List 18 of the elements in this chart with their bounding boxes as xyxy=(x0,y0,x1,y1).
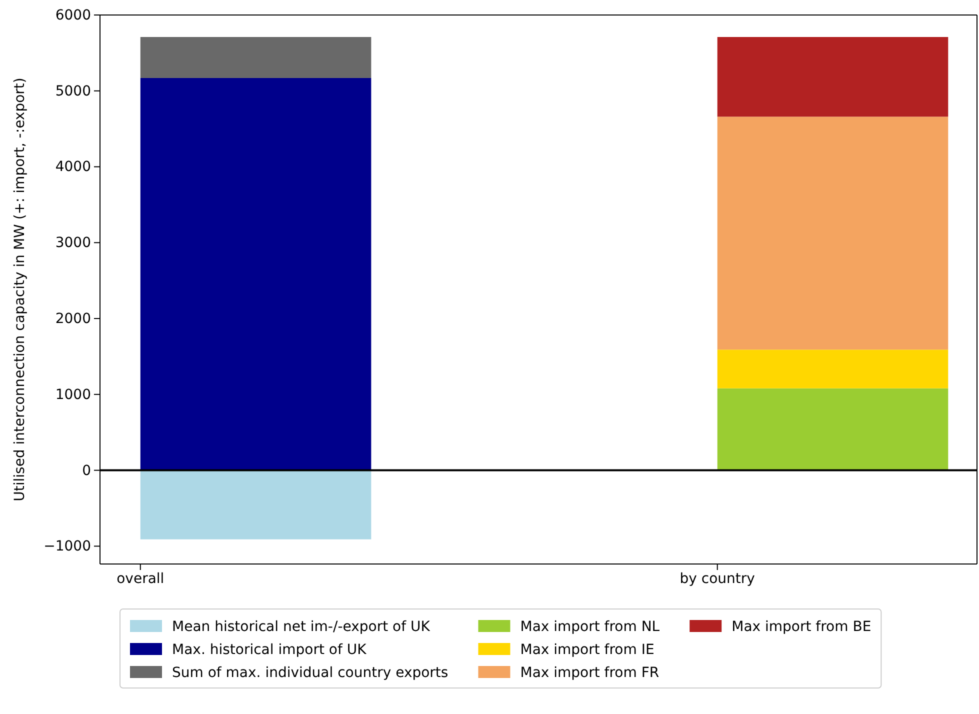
y-tick-label: 3000 xyxy=(55,235,91,252)
x-tick-label: overall xyxy=(116,570,164,587)
y-tick-label: 1000 xyxy=(55,386,91,403)
y-axis-title: Utilised interconnection capacity in MW (+: import, -:export) xyxy=(12,78,28,502)
y-tick-label: 4000 xyxy=(55,159,91,176)
y-tick-label: 2000 xyxy=(55,311,91,328)
legend-label: Max import from FR xyxy=(520,665,660,681)
legend-label: Mean historical net im-/-export of UK xyxy=(172,619,431,635)
legend-label: Max. historical import of UK xyxy=(172,642,368,658)
legend-label: Max import from NL xyxy=(520,619,660,635)
y-tick-label: 6000 xyxy=(55,7,91,24)
y-tick-label: 0 xyxy=(82,462,91,479)
legend-label: Sum of max. individual country exports xyxy=(172,665,448,681)
y-tick-label: 5000 xyxy=(55,83,91,100)
x-tick-label: by country xyxy=(680,570,755,587)
legend-label: Max import from BE xyxy=(732,619,872,635)
legend-label: Max import from IE xyxy=(520,642,654,658)
y-tick-label: −1000 xyxy=(44,538,91,555)
